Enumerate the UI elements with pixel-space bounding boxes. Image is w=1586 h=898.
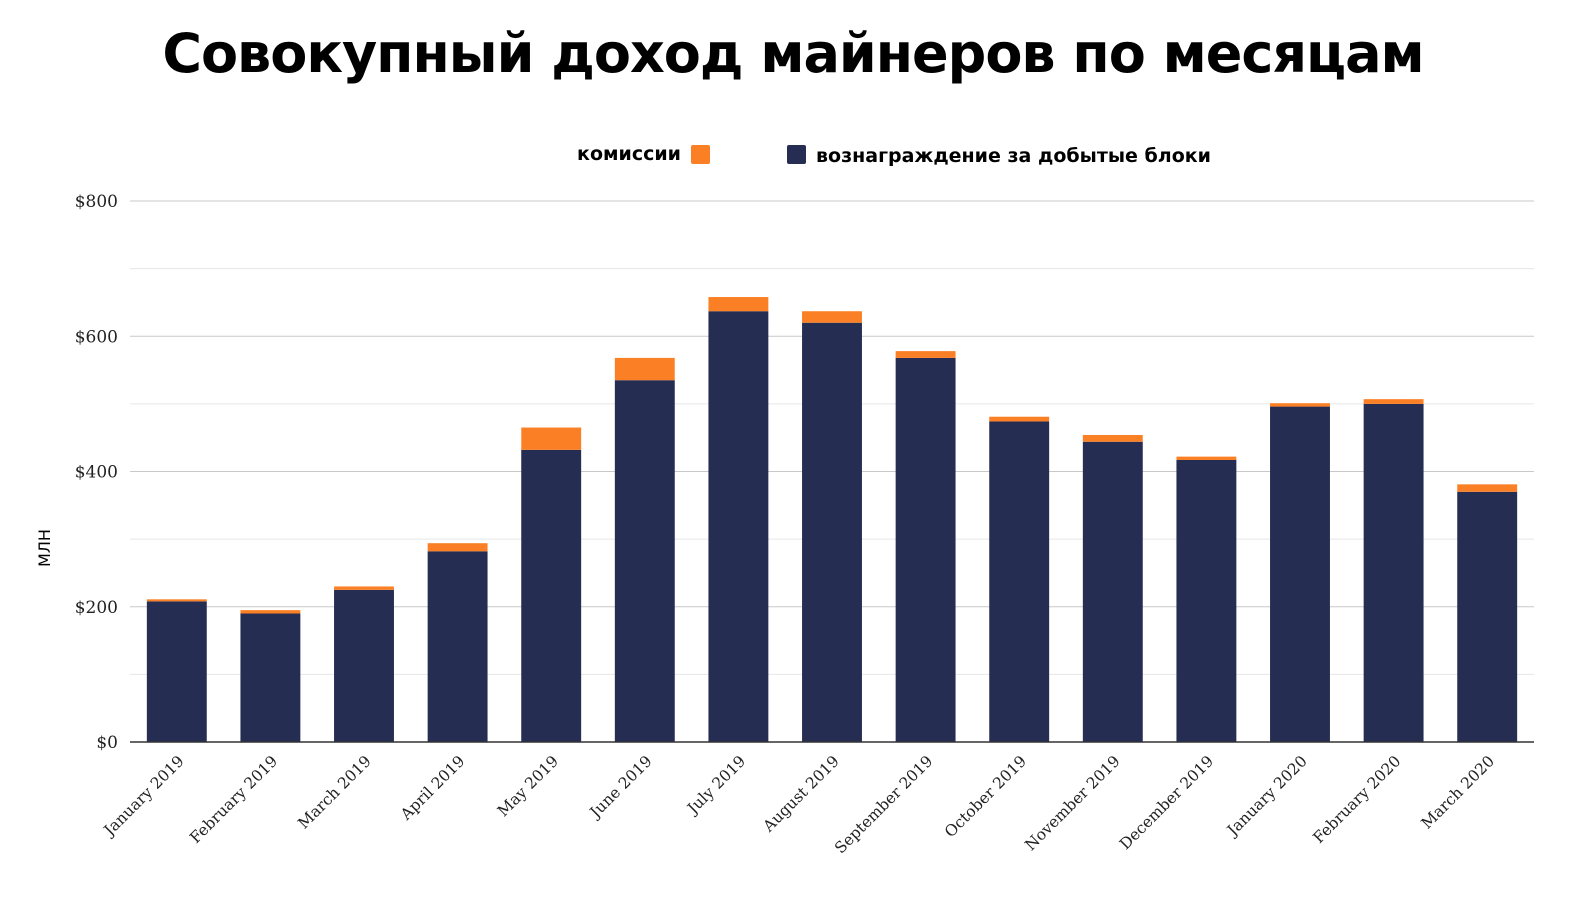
y-tick-label: $800	[75, 192, 118, 212]
bar-segment-fees	[1457, 484, 1518, 492]
x-tick-label: January 2020	[1222, 752, 1311, 841]
y-tick-label: $200	[75, 598, 118, 618]
x-tick-label: February 2020	[1310, 752, 1405, 847]
bar-segment-fees	[521, 427, 582, 450]
bar-segment-fees	[1082, 434, 1143, 442]
legend-swatch-rewards	[787, 145, 806, 164]
bar-segment-fees	[1363, 399, 1424, 404]
bar-segment-fees	[802, 311, 862, 323]
bar-segment-rewards	[1363, 403, 1424, 742]
y-tick-label: $600	[75, 327, 118, 347]
bar-segment-fees	[146, 599, 207, 602]
x-tick-label: April 2019	[396, 752, 468, 824]
bar-segment-fees	[334, 586, 394, 590]
bar-segment-rewards	[802, 322, 862, 742]
bar-segment-fees	[708, 297, 769, 312]
legend-label-fees: комиссии	[577, 143, 681, 165]
bar-segment-rewards	[614, 380, 675, 742]
x-tick-label: September 2019	[831, 752, 936, 857]
y-axis-title: МЛН	[35, 529, 54, 567]
bar-segment-rewards	[334, 589, 394, 742]
bar-segment-rewards	[240, 613, 301, 742]
x-tick-label: November 2019	[1022, 752, 1124, 854]
y-tick-label: $400	[75, 463, 118, 483]
x-tick-label: October 2019	[941, 752, 1030, 841]
bar-segment-fees	[895, 351, 956, 358]
legend: комиссии вознаграждение за добытые блоки	[577, 143, 1211, 167]
legend-label-rewards: вознаграждение за добытые блоки	[816, 145, 1211, 167]
bar-segment-rewards	[1176, 460, 1237, 742]
bar-segment-rewards	[989, 421, 1050, 742]
y-tick-label: $0	[96, 733, 118, 753]
bar-segment-rewards	[708, 311, 769, 742]
bar-segment-rewards	[427, 551, 488, 742]
bar-segment-rewards	[1457, 491, 1518, 742]
x-tick-label: August 2019	[759, 752, 843, 836]
x-tick-label: February 2019	[186, 752, 281, 847]
bar-segment-rewards	[146, 601, 207, 742]
legend-swatch-fees	[691, 145, 710, 164]
x-tick-label: March 2020	[1418, 752, 1498, 832]
x-tick-label: May 2019	[494, 752, 562, 820]
bar-segment-fees	[1176, 456, 1237, 461]
x-tick-label: March 2019	[295, 752, 375, 832]
bar-segment-rewards	[895, 357, 956, 742]
bar-segment-fees	[614, 357, 675, 381]
bar-segment-rewards	[1082, 441, 1143, 742]
chart-title: Совокупный доход майнеров по месяцам	[162, 22, 1424, 85]
bar-segment-rewards	[1270, 406, 1330, 742]
bar-segment-fees	[240, 610, 301, 614]
bars	[146, 297, 1518, 742]
bar-segment-fees	[989, 416, 1050, 422]
bar-segment-rewards	[521, 449, 582, 742]
x-tick-label: June 2019	[585, 752, 656, 823]
x-tick-label: January 2019	[99, 752, 188, 841]
bar-segment-fees	[1270, 403, 1330, 407]
bar-segment-fees	[427, 543, 488, 552]
x-tick-label: July 2019	[683, 752, 750, 819]
x-tick-label: December 2019	[1116, 752, 1217, 853]
